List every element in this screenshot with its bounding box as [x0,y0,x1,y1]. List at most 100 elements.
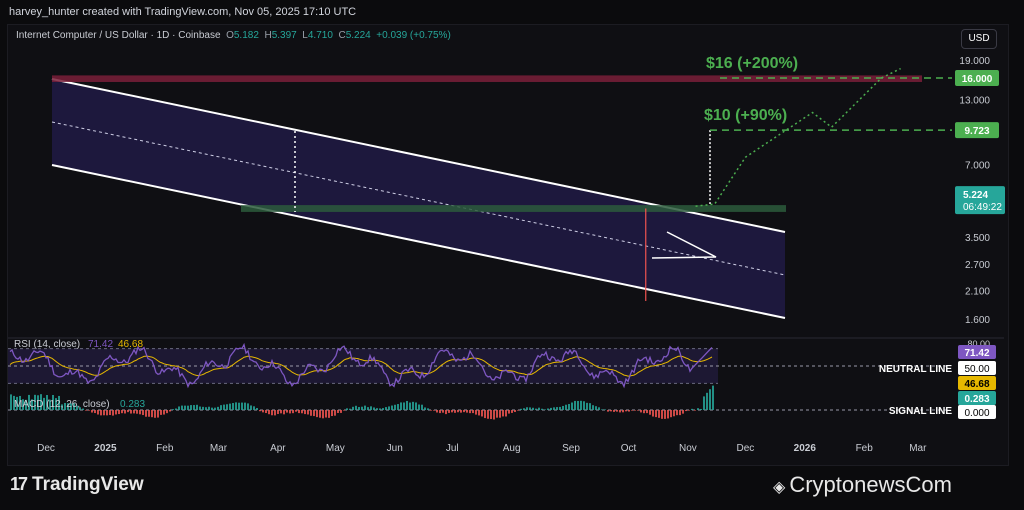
macd-histogram-bar [214,407,216,410]
macd-histogram-bar [577,400,579,410]
symbol-legend: Internet Computer / US Dollar · 1D · Coi… [16,30,451,41]
macd-histogram-bar [589,403,591,410]
change-value: +0.039 (+0.75%) [376,30,451,41]
macd-histogram-bar [121,410,123,414]
macd-histogram-bar [604,409,606,410]
macd-histogram-bar [82,408,84,410]
currency-button[interactable]: USD [961,29,997,49]
time-tick-label: Mar [909,443,927,454]
macd-histogram-bar [313,410,315,417]
macd-histogram-bar [412,401,414,410]
macd-histogram-bar [322,410,324,419]
macd-histogram-bar [118,410,120,415]
time-tick-label: May [326,443,345,454]
rsi-legend-value: 71.42 [88,339,113,350]
signal-line-label: SIGNAL LINE [889,406,952,417]
current-price-tag [955,186,1005,215]
macd-histogram-bar [289,410,291,414]
macd-histogram-bar [661,410,663,419]
macd-histogram-bar [628,410,630,412]
macd-histogram-bar [199,406,201,410]
rsi-ma-tag-text: 46.68 [964,379,989,390]
macd-histogram-bar [379,408,381,410]
macd-histogram-bar [43,397,45,410]
macd-histogram-bar [481,410,483,417]
macd-histogram-bar [64,402,66,410]
macd-histogram-bar [328,410,330,418]
macd-histogram-bar [70,403,72,410]
macd-histogram-bar [307,410,309,415]
symbol-name: Internet Computer / US Dollar · 1D · Coi… [16,30,221,41]
macd-histogram-bar [109,410,111,416]
macd-histogram-bar [547,408,549,410]
macd-histogram-bar [55,398,57,410]
macd-histogram-bar [316,410,318,418]
macd-histogram-bar [226,404,228,410]
macd-histogram-bar [634,410,636,411]
time-tick-label: Jul [446,443,459,454]
macd-histogram-bar [343,410,345,411]
current-price-countdown: 06:49:22 [963,202,1002,213]
macd-histogram-bar [679,410,681,416]
macd-histogram-bar [616,410,618,412]
macd-histogram-bar [256,407,258,410]
macd-histogram-bar [496,410,498,418]
macd-histogram-bar [361,406,363,410]
current-price-value: 5.224 [963,190,988,201]
time-tick-label: Oct [621,443,637,454]
macd-histogram-bar [217,406,219,410]
macd-histogram-bar [433,410,435,411]
macd-histogram-bar [346,408,348,410]
macd-histogram-bar [511,410,513,413]
macd-histogram-bar [124,410,126,414]
tradingview-logo[interactable]: 17 TradingView [10,474,144,496]
macd-histogram-bar [451,410,453,413]
macd-histogram-bar [67,403,69,410]
low-label: L [302,30,308,41]
macd-histogram-bar [490,410,492,420]
macd-histogram-bar [286,410,288,413]
macd-histogram-bar [523,408,525,410]
macd-histogram-bar [31,399,33,410]
rsi-line [9,342,713,389]
macd-histogram-bar [52,394,54,410]
open-label: O [226,30,234,41]
channel-mid-line [51,121,786,276]
time-tick-label: Sep [562,443,580,454]
macd-histogram-bar [184,405,186,410]
macd-histogram-bar [538,407,540,410]
macd-histogram-bar [520,408,522,410]
macd-histogram-bar [685,410,687,412]
macd-histogram-bar [391,405,393,410]
macd-histogram-bar [10,394,12,410]
macd-histogram-bar [502,410,504,417]
macd-histogram-bar [622,410,624,413]
macd-histogram-bar [442,410,444,413]
macd-histogram-bar [649,410,651,415]
macd-histogram-bar [595,406,597,410]
macd-histogram-bar [145,410,147,417]
macd-histogram-bar [559,406,561,410]
macd-histogram-bar [148,410,150,417]
macd-histogram-bar [400,402,402,410]
macd-histogram-bar [424,407,426,410]
macd-histogram-bar [73,403,75,410]
macd-histogram-bar [283,410,285,415]
macd-histogram-bar [448,410,450,413]
macd-histogram-bar [430,410,432,411]
time-tick-label: 2025 [94,443,117,454]
rsi-value-tag [958,345,996,359]
macd-histogram-bar [16,396,18,410]
price-tick-label: 2.700 [965,260,990,271]
neutral-line-label: NEUTRAL LINE [879,364,952,375]
macd-histogram-bar [367,407,369,410]
resistance-zone [52,75,922,82]
macd-signal-tag [958,405,996,419]
macd-histogram-bar [292,410,294,414]
macd-histogram-bar [655,410,657,418]
macd-histogram-bar [580,400,582,410]
macd-histogram-bar [514,410,516,413]
macd-histogram-bar [526,407,528,410]
macd-histogram-bar [376,408,378,410]
macd-histogram-bar [388,406,390,410]
